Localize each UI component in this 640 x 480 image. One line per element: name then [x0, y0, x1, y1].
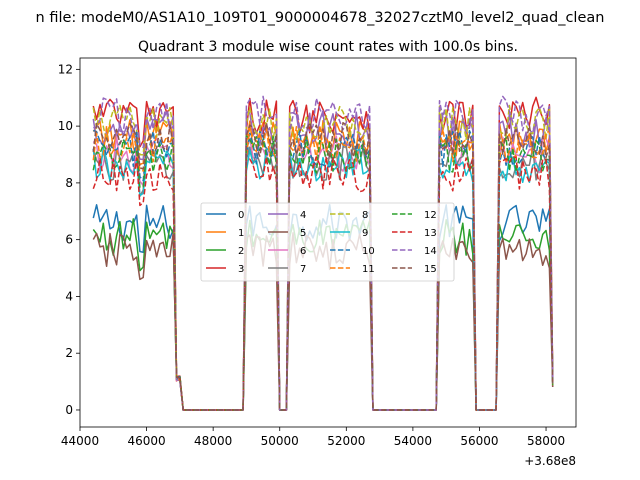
x-offset-label: +3.68e8	[524, 454, 576, 468]
legend-label-6: 6	[300, 246, 306, 257]
x-tick-label: 56000	[460, 434, 498, 448]
y-tick-label: 6	[65, 233, 73, 247]
legend-label-0: 0	[238, 210, 244, 221]
series-layer	[92, 95, 554, 411]
x-tick-label: 54000	[394, 434, 432, 448]
legend-box	[200, 202, 455, 282]
legend-label-2: 2	[238, 246, 244, 257]
x-axis: 44000 46000 48000 50000 52000 54000 56000 58000	[61, 427, 565, 448]
plot-area	[79, 57, 577, 428]
x-tick-label: 52000	[327, 434, 365, 448]
x-tick-label: 46000	[127, 434, 165, 448]
legend-label-9: 9	[362, 228, 368, 239]
x-tick-label: 48000	[194, 434, 232, 448]
legend-label-4: 4	[300, 210, 306, 221]
y-tick-label: 0	[65, 403, 73, 417]
y-axis: 0 2 4 6 8 10 12	[58, 62, 80, 417]
series-line-14	[93, 95, 554, 411]
series-line-10	[93, 129, 554, 411]
legend-label-5: 5	[300, 228, 306, 239]
legend-label-13: 13	[424, 228, 437, 239]
legend-label-3: 3	[238, 264, 244, 275]
legend-label-7: 7	[300, 264, 306, 275]
legend-label-15: 15	[424, 264, 437, 275]
y-tick-label: 4	[65, 289, 73, 303]
suptitle: n file: modeM0/AS1A10_109T01_9000004678_…	[36, 10, 605, 26]
x-tick-label: 50000	[261, 434, 299, 448]
y-tick-label: 12	[58, 62, 73, 76]
legend-label-12: 12	[424, 210, 437, 221]
legend-label-1: 1	[238, 228, 244, 239]
legend-label-8: 8	[362, 210, 368, 221]
legend-label-10: 10	[362, 246, 375, 257]
chart-title: Quadrant 3 module wise count rates with …	[138, 39, 518, 55]
legend-label-11: 11	[362, 264, 375, 275]
legend-label-14: 14	[424, 246, 437, 257]
y-tick-label: 2	[65, 346, 73, 360]
x-tick-label: 44000	[61, 434, 99, 448]
y-tick-label: 8	[65, 176, 73, 190]
y-tick-label: 10	[58, 119, 73, 133]
x-tick-label: 58000	[527, 434, 565, 448]
series-line-15	[92, 121, 554, 411]
